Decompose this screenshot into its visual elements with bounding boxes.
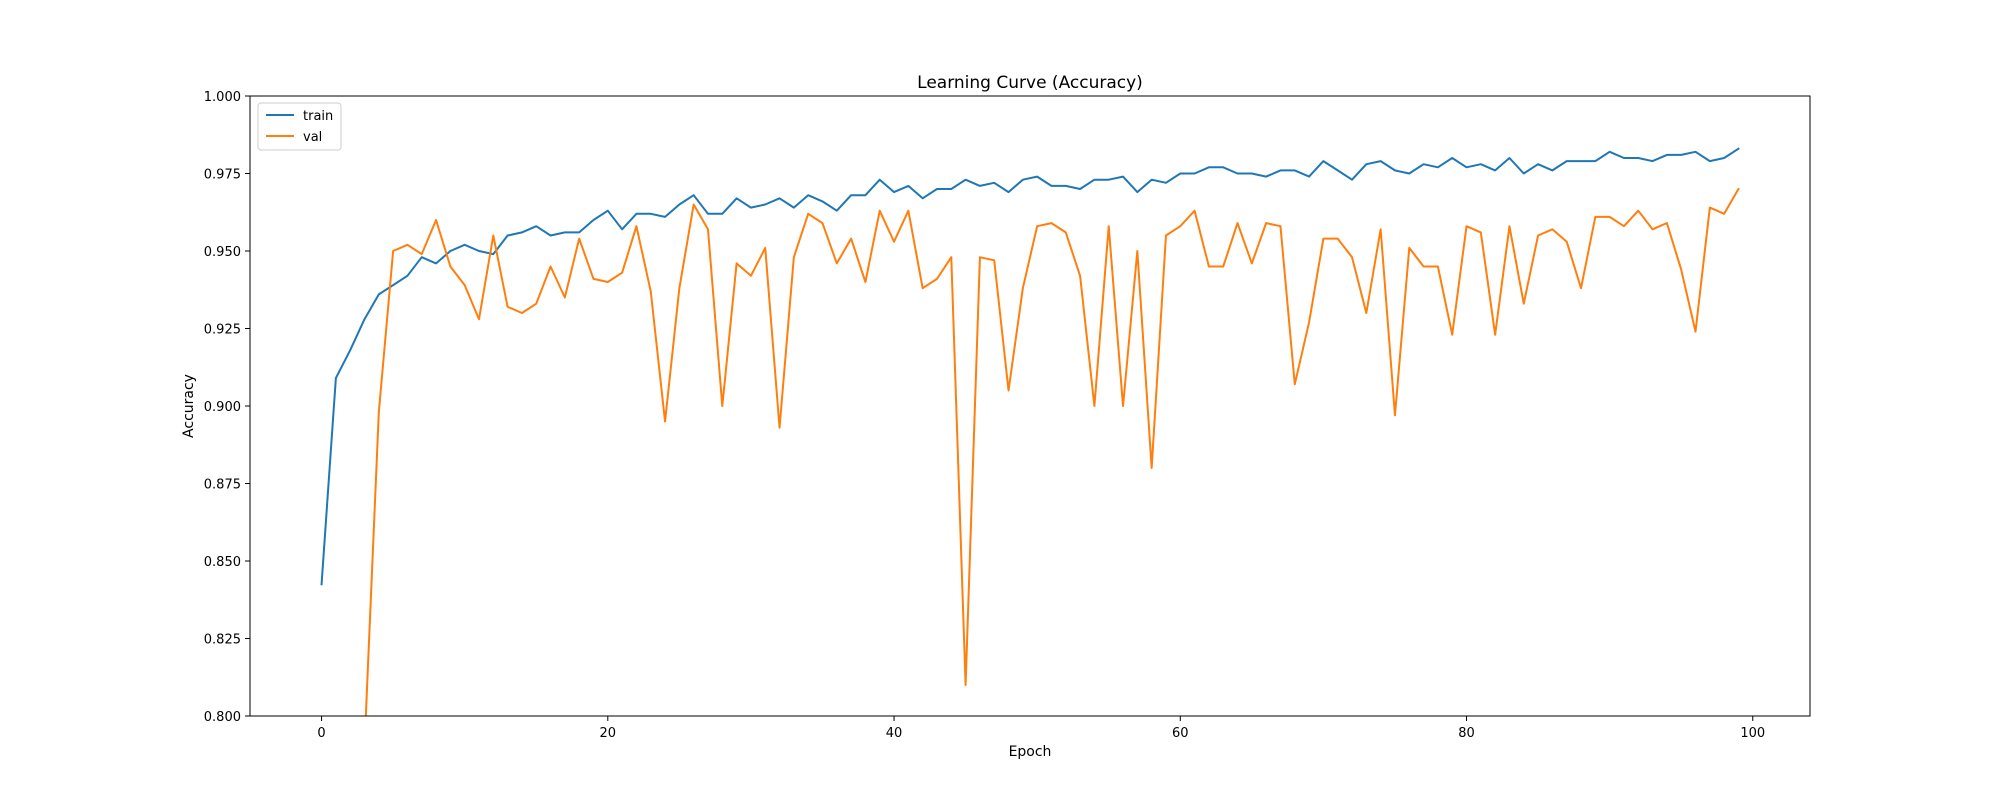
legend-label-val: val [303, 130, 322, 145]
legend: train val [257, 102, 342, 151]
x-axis-label: Epoch [1009, 744, 1052, 760]
y-axis-label: Accuracy [181, 374, 197, 438]
x-tick-label: 40 [886, 726, 903, 741]
y-tick-label: 0.975 [204, 168, 241, 183]
x-tick-label: 60 [1172, 726, 1189, 741]
y-tick-label: 0.900 [204, 400, 241, 415]
x-tick-label: 20 [600, 726, 617, 741]
y-tick-label: 0.950 [204, 245, 241, 260]
series-line-train [320, 147, 1740, 586]
y-tick-label: 0.800 [204, 710, 241, 725]
series-line-val [364, 187, 1740, 716]
x-tick-label: 0 [317, 726, 325, 741]
x-axis-ticks: 0 20 40 60 80 100 [317, 716, 1765, 741]
y-tick-label: 0.825 [204, 633, 241, 648]
series-layer [320, 147, 1740, 716]
legend-label-train: train [303, 109, 333, 124]
x-tick-label: 100 [1740, 726, 1765, 741]
y-tick-label: 1.000 [204, 90, 241, 105]
y-tick-label: 0.875 [204, 478, 241, 493]
x-tick-label: 80 [1458, 726, 1475, 741]
chart-title: Learning Curve (Accuracy) [917, 73, 1143, 93]
plot-area-frame [249, 95, 1811, 717]
y-axis-ticks: 0.800 0.825 0.850 0.875 0.900 0.925 0.950 0.975… [204, 90, 250, 725]
y-tick-label: 0.925 [204, 323, 241, 338]
y-tick-label: 0.850 [204, 555, 241, 570]
